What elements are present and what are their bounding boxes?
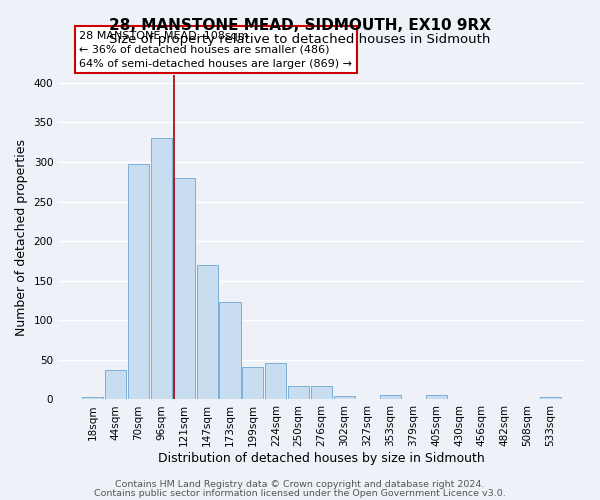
Bar bbox=[105, 370, 126, 400]
Bar bbox=[151, 138, 172, 400]
Y-axis label: Number of detached properties: Number of detached properties bbox=[15, 138, 28, 336]
Text: 28 MANSTONE MEAD: 108sqm
← 36% of detached houses are smaller (486)
64% of semi-: 28 MANSTONE MEAD: 108sqm ← 36% of detach… bbox=[79, 30, 352, 68]
Bar bbox=[288, 386, 309, 400]
Bar bbox=[265, 363, 286, 400]
Bar bbox=[311, 386, 332, 400]
Bar bbox=[425, 394, 446, 400]
Bar bbox=[173, 178, 195, 400]
Bar bbox=[540, 397, 561, 400]
Text: Contains public sector information licensed under the Open Government Licence v3: Contains public sector information licen… bbox=[94, 488, 506, 498]
Bar bbox=[380, 394, 401, 400]
Bar bbox=[242, 367, 263, 400]
Bar bbox=[128, 164, 149, 400]
Text: 28, MANSTONE MEAD, SIDMOUTH, EX10 9RX: 28, MANSTONE MEAD, SIDMOUTH, EX10 9RX bbox=[109, 18, 491, 32]
Text: Contains HM Land Registry data © Crown copyright and database right 2024.: Contains HM Land Registry data © Crown c… bbox=[115, 480, 485, 489]
Bar bbox=[197, 265, 218, 400]
X-axis label: Distribution of detached houses by size in Sidmouth: Distribution of detached houses by size … bbox=[158, 452, 485, 465]
Text: Size of property relative to detached houses in Sidmouth: Size of property relative to detached ho… bbox=[109, 32, 491, 46]
Bar bbox=[334, 396, 355, 400]
Bar bbox=[220, 302, 241, 400]
Bar bbox=[82, 397, 103, 400]
